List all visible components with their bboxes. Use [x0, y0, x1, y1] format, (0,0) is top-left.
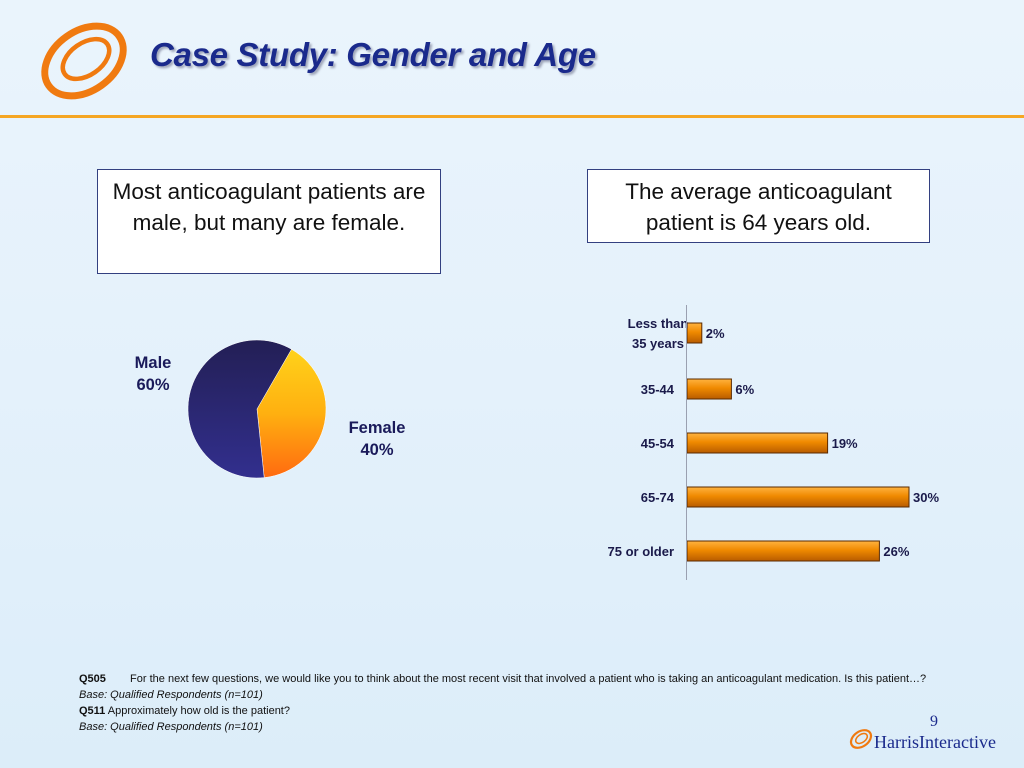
footnotes: Q505 For the next few questions, we woul…	[79, 671, 929, 735]
q505-code: Q505	[79, 673, 106, 685]
pie-label-male-pct: 60%	[136, 376, 170, 394]
bar-category-label: 35-44	[641, 382, 675, 397]
footnote-q505: Q505 For the next few questions, we woul…	[79, 671, 929, 687]
gender-callout: Most anticoagulant patients are male, bu…	[97, 169, 441, 274]
pie-slice-male	[187, 339, 292, 479]
pie-label-female-name: Female	[348, 419, 406, 437]
bar-value-label: 6%	[735, 382, 754, 397]
bar-45-54	[686, 432, 829, 454]
age-callout: The average anticoagulant patient is 64 …	[587, 169, 930, 243]
footnote-q511: Q511 Approximately how old is the patien…	[79, 703, 929, 719]
harris-orbit-logo-icon	[41, 22, 127, 100]
bar-category-label: 45-54	[641, 436, 675, 451]
brand-name-part2: Interactive	[918, 732, 996, 752]
harris-interactive-logo-icon	[849, 729, 873, 749]
bar-value-label: 26%	[883, 544, 909, 559]
pie-label-male: Male 60%	[120, 352, 186, 396]
pie-label-female: Female 40%	[337, 417, 417, 461]
age-bar-chart: 2% Less than 35 years 6% 35-44 19% 45-54 30% 65-…	[608, 305, 939, 580]
bar-value-label: 30%	[913, 490, 939, 505]
bar-value-label: 2%	[706, 326, 725, 341]
q511-text: Approximately how old is the patient?	[107, 705, 290, 717]
bar-category-label: 65-74	[641, 490, 675, 505]
page-title: Case Study: Gender and Age	[150, 36, 596, 73]
bar-less-than-35-years	[686, 322, 703, 344]
bar-65-74	[686, 486, 910, 508]
gender-pie-chart	[187, 339, 327, 479]
bar-35-44	[686, 378, 732, 400]
pie-slice-female	[256, 348, 327, 478]
pie-label-male-name: Male	[134, 354, 172, 372]
bar-75-or-older	[686, 540, 880, 562]
bar-category-label: Less than 35 years	[628, 316, 689, 351]
footnote-base-1: Base: Qualified Respondents (n=101)	[79, 689, 263, 701]
brand-name-part1: Harris	[874, 732, 919, 752]
footnote-base-2: Base: Qualified Respondents (n=101)	[79, 721, 263, 733]
q511-code: Q511	[79, 705, 106, 717]
q505-text: For the next few questions, we would lik…	[130, 673, 927, 685]
bar-value-label: 19%	[832, 436, 858, 451]
pie-label-female-pct: 40%	[360, 441, 394, 459]
page-number: 9	[930, 713, 938, 730]
brand-name: HarrisInteractive	[874, 732, 996, 753]
bar-category-label: 75 or older	[608, 544, 674, 559]
header-divider	[0, 115, 1024, 118]
